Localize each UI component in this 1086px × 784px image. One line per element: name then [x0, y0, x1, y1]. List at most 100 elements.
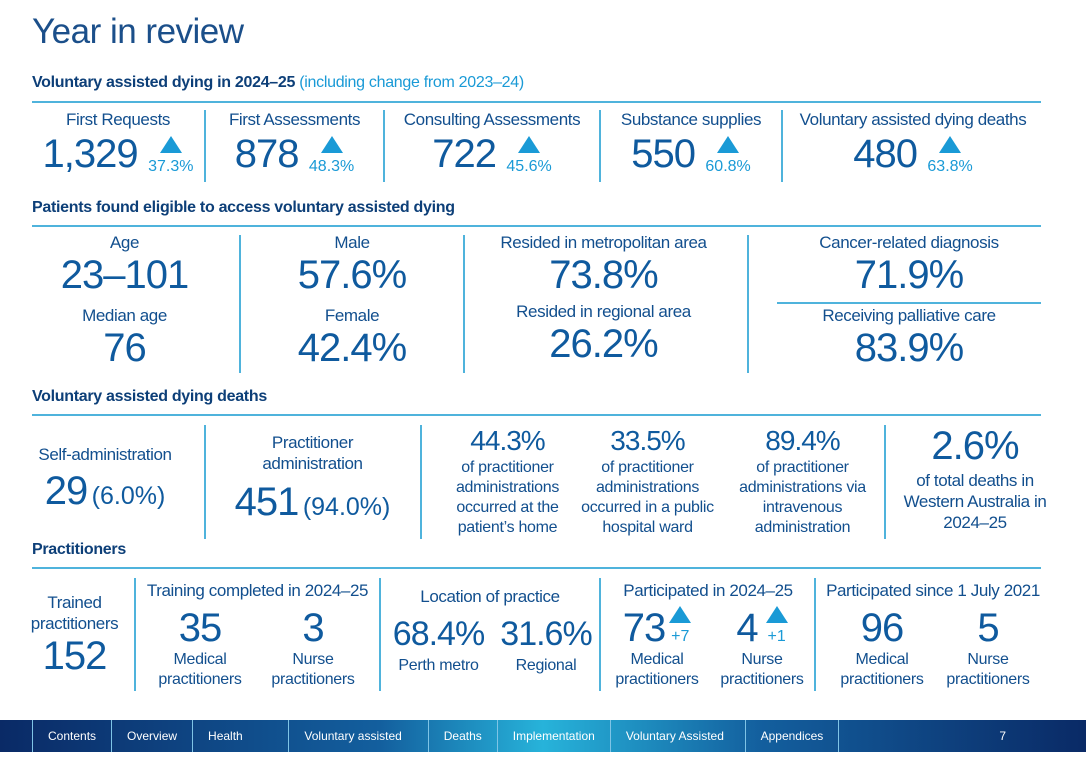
- part-med-value: 73: [622, 606, 666, 650]
- median-age-label: Median age: [82, 306, 167, 325]
- part-medical: 73 +7 Medical practitioners: [607, 606, 707, 690]
- training-med-label: Medical practitioners: [158, 651, 242, 688]
- detail-text: of practitioner administrations occurred…: [455, 459, 560, 536]
- trained-stat: Trained practitioners 152: [22, 592, 127, 678]
- bottom-navigation: Contents Overview Health practitioners Volu…: [0, 720, 1086, 775]
- divider: [134, 578, 136, 691]
- cancer-label: Cancer-related diagnosis: [819, 233, 999, 252]
- detail-value: 33.5%: [610, 425, 685, 456]
- part-nurse-value: 4: [736, 606, 758, 650]
- since-label: Participated since 1 July 2021: [826, 581, 1040, 600]
- female-label: Female: [324, 306, 380, 325]
- divider: [884, 425, 886, 539]
- regional-label: Resided in regional area: [516, 302, 691, 321]
- detail-value: 44.3%: [470, 425, 545, 456]
- age-label: Age: [109, 233, 140, 252]
- self-admin-label: Self-administration: [38, 445, 172, 464]
- detail-text: of practitioner administrations via intr…: [739, 459, 866, 536]
- age-value: 23–101: [60, 253, 189, 297]
- palliative-value: 83.9%: [854, 326, 964, 370]
- section-heading-practitioners: Practitioners: [32, 541, 126, 558]
- part-nurse: 4 +1 Nurse practitioners: [712, 606, 812, 690]
- regional-practice-label: Regional: [515, 657, 577, 674]
- admin-detail: 44.3% of practitioner administrations oc…: [440, 424, 575, 538]
- palliative-label: Receiving palliative care: [822, 306, 996, 325]
- divider: [814, 578, 816, 691]
- training-label: Training completed in 2024–25: [146, 581, 369, 600]
- nav-item[interactable]: Voluntary Assisted Dying Board: [609, 720, 745, 775]
- nav-item[interactable]: Voluntary assisted dying process: [288, 720, 427, 775]
- divider: [599, 578, 601, 691]
- stat-change: 45.6%: [506, 158, 552, 175]
- total-deaths-value: 2.6%: [931, 424, 1019, 468]
- male-value: 57.6%: [297, 253, 407, 297]
- sex-stat: Male 57.6% Female 42.4%: [242, 232, 462, 370]
- divider: [747, 235, 749, 373]
- participated-label: Participated in 2024–25: [623, 581, 793, 600]
- self-admin-stat: Self-administration 29 (6.0%): [30, 444, 180, 513]
- stat-change: 60.8%: [705, 158, 751, 175]
- nav-item[interactable]: Overview: [111, 720, 192, 752]
- stat-change: 37.3%: [148, 158, 194, 175]
- nav-item[interactable]: Contents: [32, 720, 111, 752]
- section-heading-vad: Voluntary assisted dying in 2024–25 (inc…: [32, 74, 524, 92]
- divider: [379, 578, 381, 691]
- stat-value: 722: [432, 132, 497, 176]
- stat-card: First Assessments 878 48.3%: [207, 109, 382, 176]
- nav-item[interactable]: Implementation: [496, 720, 610, 752]
- residence-stat: Resided in metropolitan area 73.8% Resid…: [466, 232, 741, 366]
- regional-value: 26.2%: [549, 322, 658, 366]
- admin-detail: 89.4% of practitioner administrations vi…: [735, 424, 870, 538]
- divider: [32, 101, 1041, 103]
- training-nurse: 3 Nurse practitioners: [263, 606, 363, 690]
- since-nurse: 5 Nurse practitioners: [938, 606, 1038, 690]
- divider: [463, 235, 465, 373]
- up-arrow-icon: [320, 136, 343, 153]
- perth-label: Perth metro: [398, 657, 479, 674]
- regional-stat: 31.6% Regional: [494, 612, 598, 676]
- nav-item[interactable]: Appendices: [744, 720, 839, 752]
- stat-label: First Assessments: [228, 110, 361, 129]
- perth-stat: 68.4% Perth metro: [386, 612, 491, 676]
- metro-label: Resided in metropolitan area: [500, 233, 707, 252]
- training-nurse-label: Nurse practitioners: [271, 651, 355, 688]
- cancer-value: 71.9%: [854, 253, 964, 297]
- part-nurse-change: +1: [767, 628, 786, 645]
- up-arrow-icon: [765, 606, 788, 623]
- heading-text: Voluntary assisted dying in 2024–25: [32, 74, 296, 91]
- since-nurse-value: 5: [977, 606, 999, 650]
- divider: [32, 414, 1041, 416]
- stat-label: First Requests: [66, 110, 170, 129]
- prac-admin-stat: Practitioner administration 451 (94.0%): [210, 432, 415, 524]
- since-nurse-label: Nurse practitioners: [946, 651, 1030, 688]
- stat-label: Consulting Assessments: [403, 110, 581, 129]
- detail-text: of practitioner administrations occurred…: [581, 459, 714, 536]
- prac-admin-value: 451: [234, 480, 300, 524]
- age-stat: Age 23–101 Median age 76: [32, 232, 217, 370]
- stat-value: 480: [853, 132, 918, 176]
- part-med-label: Medical practitioners: [615, 651, 699, 688]
- prac-admin-pct: (94.0%): [302, 493, 391, 521]
- total-deaths-stat: 2.6% of total deaths in Western Australi…: [900, 424, 1050, 533]
- stat-card: Substance supplies 550 60.8%: [602, 109, 780, 176]
- up-arrow-icon: [518, 136, 541, 153]
- since-med-label: Medical practitioners: [840, 651, 924, 688]
- perth-value: 68.4%: [392, 615, 485, 653]
- stat-card: Voluntary assisted dying deaths 480 63.8…: [784, 109, 1042, 176]
- diagnosis-stat: Cancer-related diagnosis 71.9% Receiving…: [777, 232, 1041, 370]
- divider: [32, 225, 1041, 227]
- divider: [204, 425, 206, 539]
- total-deaths-text: of total deaths in Western Australia in …: [903, 471, 1047, 532]
- nav-item[interactable]: Health practitioners: [192, 720, 288, 775]
- up-arrow-icon: [717, 136, 740, 153]
- nav-item[interactable]: Deaths: [427, 720, 497, 752]
- self-admin-pct: (6.0%): [91, 482, 166, 510]
- location-label: Location of practice: [420, 587, 560, 606]
- stat-value: 1,329: [42, 132, 139, 176]
- part-med-change: +7: [671, 628, 690, 645]
- section-heading-eligible: Patients found eligible to access volunt…: [32, 199, 455, 216]
- page-number: 7: [838, 720, 1086, 752]
- since-medical: 96 Medical practitioners: [832, 606, 932, 690]
- divider: [239, 235, 241, 373]
- metro-value: 73.8%: [549, 253, 658, 297]
